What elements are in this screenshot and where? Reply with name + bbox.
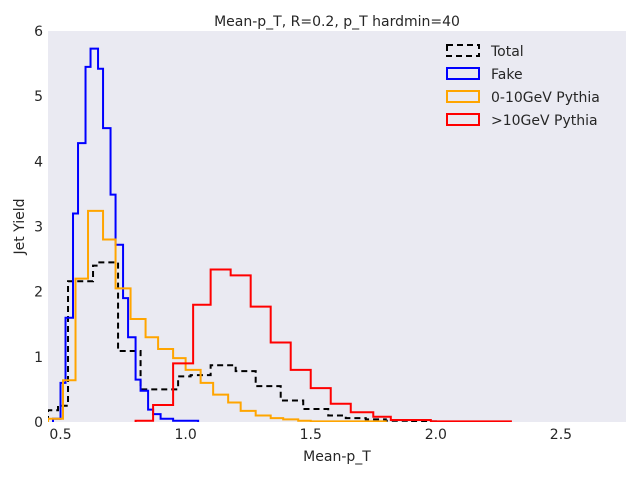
legend-label: 0-10GeV Pythia <box>491 90 600 106</box>
x-axis-ticks: 0.5 1.0 1.5 2.0 2.5 <box>49 427 572 443</box>
y-tick-label: 2 <box>34 285 43 301</box>
y-tick-label: 0 <box>34 415 43 431</box>
chart-title: Mean-p_T, R=0.2, p_T hardmin=40 <box>214 14 460 30</box>
y-tick-label: 4 <box>34 154 43 170</box>
legend-label: Total <box>490 44 524 60</box>
legend-swatch <box>446 113 480 126</box>
legend-label: Fake <box>491 67 523 83</box>
x-tick-label: 1.5 <box>300 427 322 443</box>
legend-swatch <box>446 44 480 57</box>
y-tick-label: 5 <box>34 89 43 105</box>
x-axis-label: Mean-p_T <box>303 449 371 465</box>
y-axis-ticks: 0 1 2 3 4 5 6 <box>34 24 43 431</box>
legend-swatch <box>446 67 480 80</box>
y-tick-label: 1 <box>34 350 43 366</box>
y-tick-label: 3 <box>34 220 43 236</box>
series-layer <box>48 47 512 422</box>
x-tick-label: 2.5 <box>550 427 572 443</box>
legend-label: >10GeV Pythia <box>491 113 598 129</box>
series-line-3 <box>134 268 512 422</box>
x-tick-label: 2.0 <box>425 427 447 443</box>
x-tick-label: 1.0 <box>174 427 196 443</box>
x-tick-label: 0.5 <box>49 427 71 443</box>
legend-swatch <box>446 90 480 103</box>
y-axis-label: Jet Yield <box>12 198 28 255</box>
plot-area <box>48 31 626 422</box>
y-tick-label: 6 <box>34 24 43 40</box>
legend: Total Fake 0-10GeV Pythia >10GeV Pythia <box>446 44 600 129</box>
